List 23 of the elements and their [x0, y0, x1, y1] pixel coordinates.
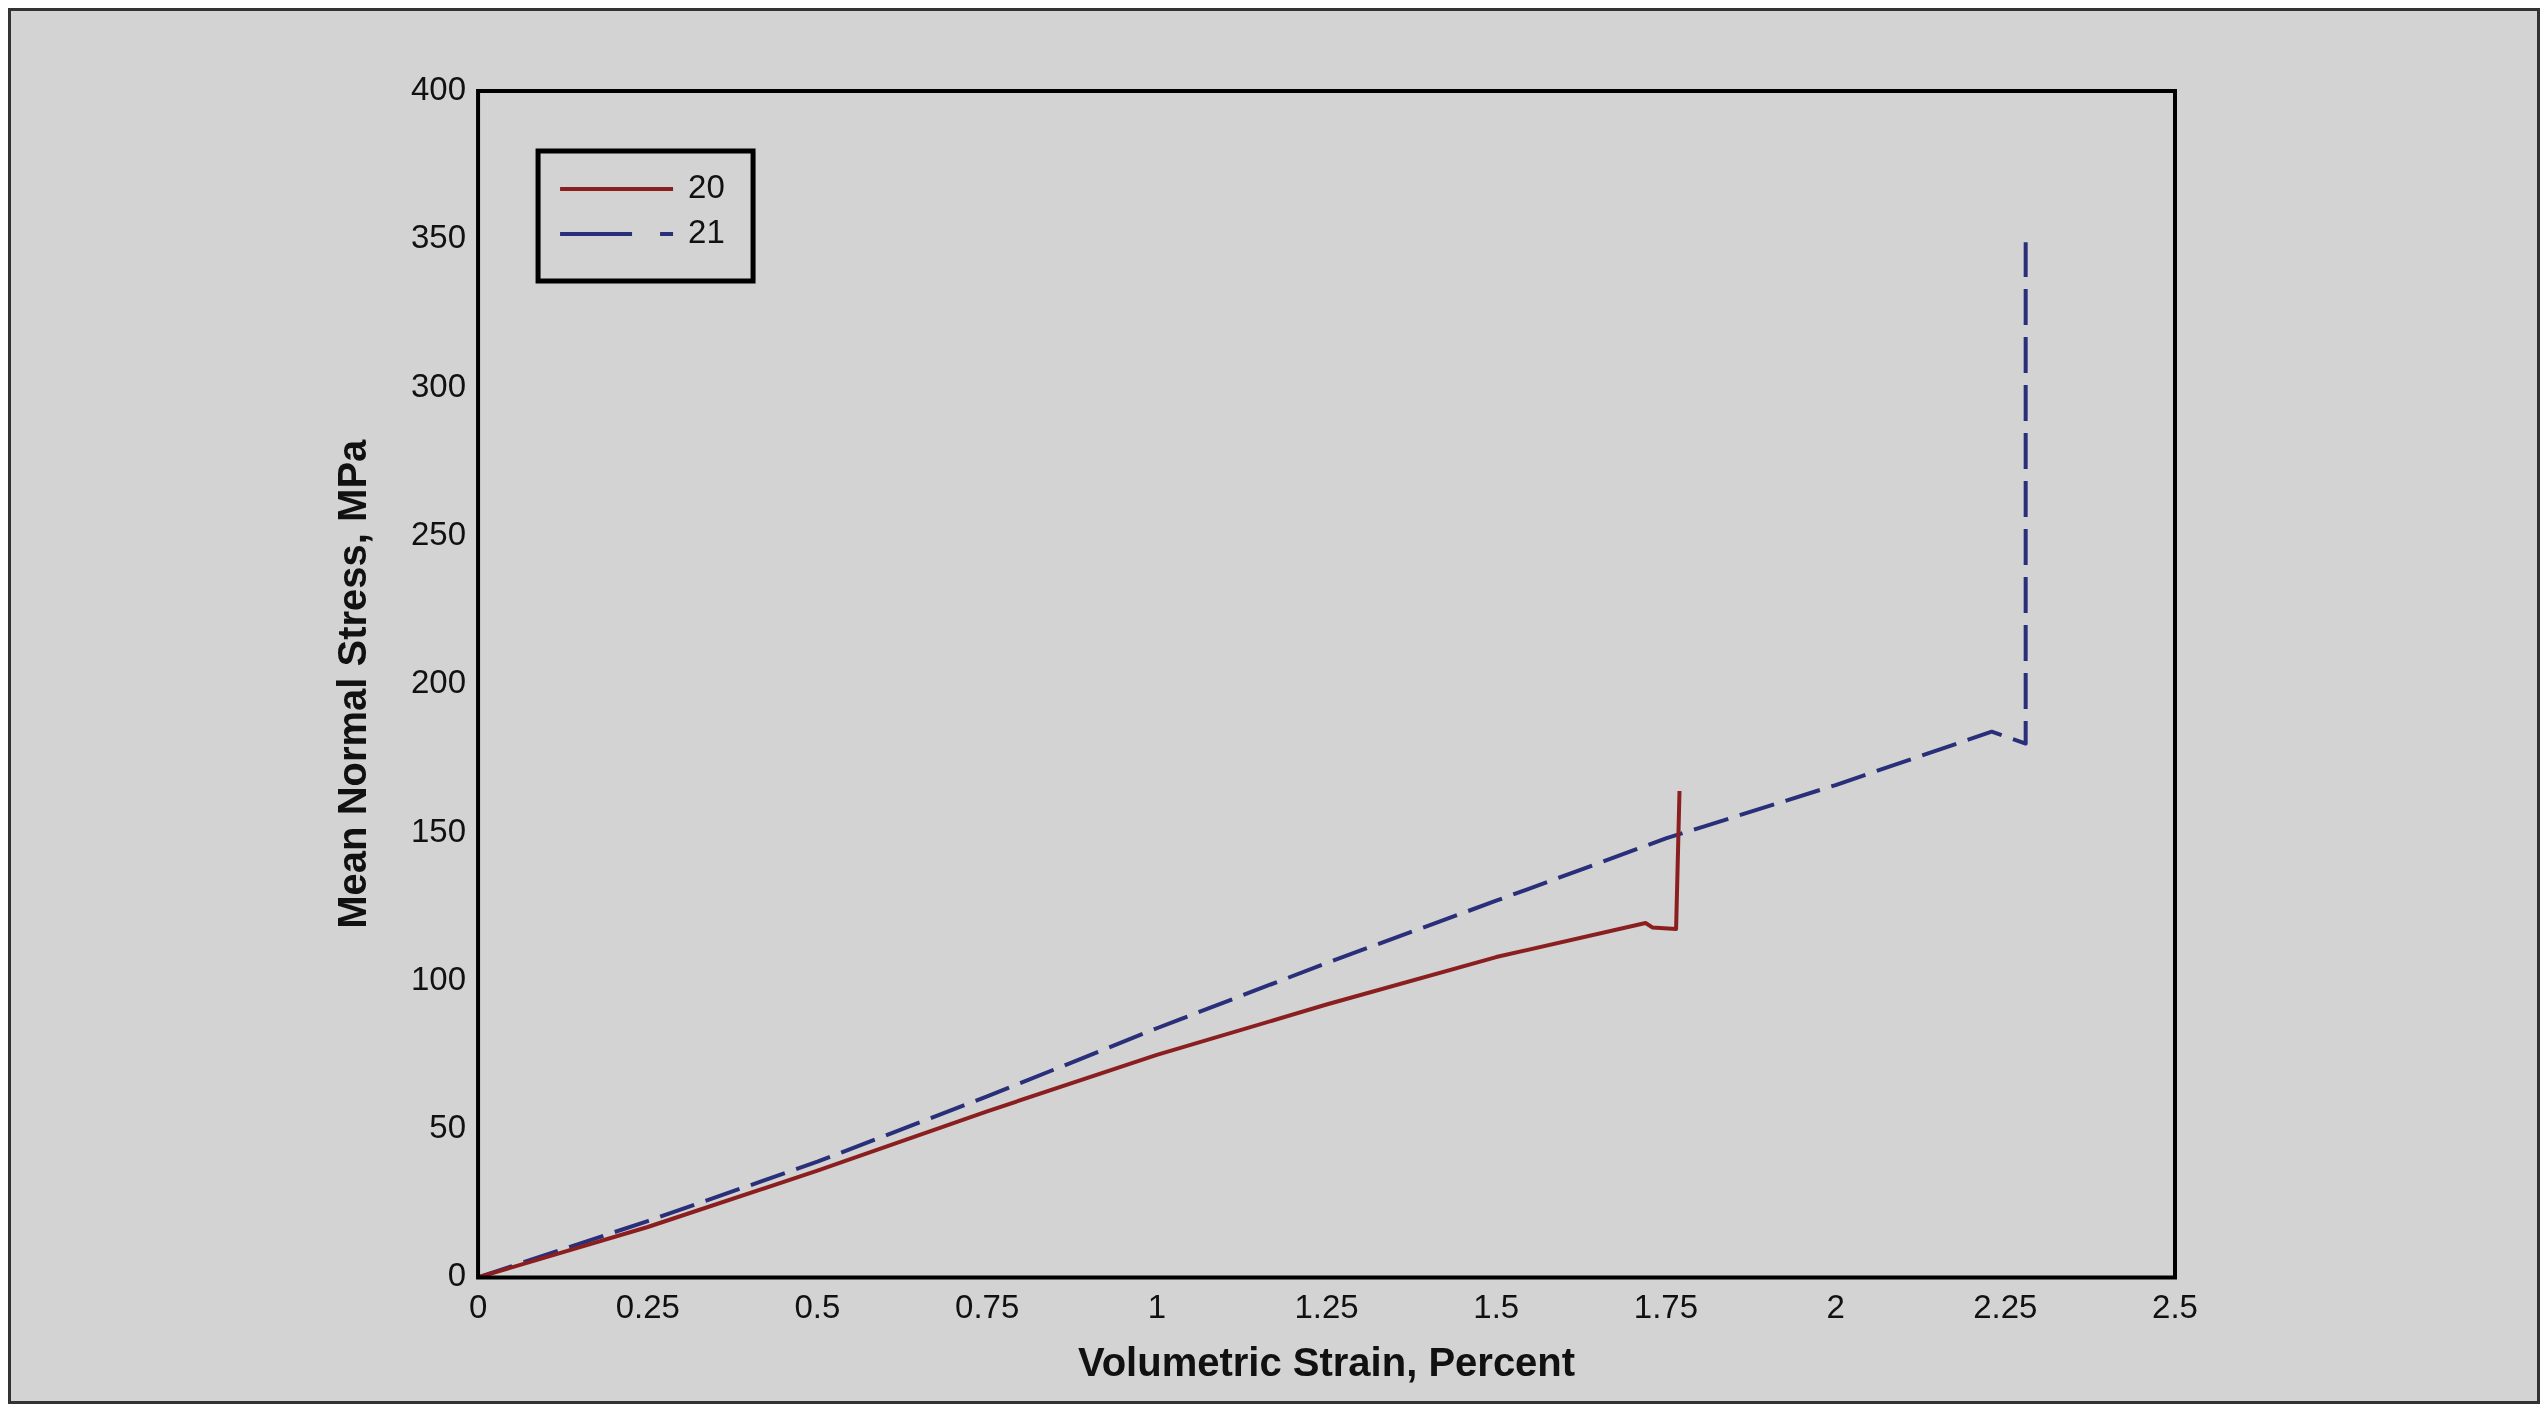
- x-tick-label: 2: [1826, 1288, 1845, 1326]
- y-tick-label: 150: [411, 811, 467, 849]
- x-tick-label: 2.25: [1973, 1288, 2038, 1326]
- x-tick-label: 1.25: [1294, 1288, 1359, 1326]
- x-tick-label: 1.5: [1473, 1288, 1520, 1326]
- x-tick-label: 1.75: [1633, 1288, 1699, 1326]
- y-tick-label: 200: [411, 663, 467, 701]
- x-tick-label: 0.25: [615, 1288, 680, 1326]
- x-tick-label: 2.5: [2152, 1288, 2198, 1326]
- x-tick-label: 0.5: [794, 1288, 841, 1326]
- y-tick-label: 0: [447, 1256, 467, 1294]
- y-tick-label: 50: [429, 1108, 467, 1146]
- y-tick-label: 400: [411, 70, 467, 108]
- y-tick-label: 300: [411, 366, 467, 404]
- legend-label: 21: [688, 213, 725, 251]
- y-tick-label: 250: [411, 514, 467, 552]
- y-tick-label: 100: [411, 959, 467, 997]
- y-axis-title: Mean Normal Stress, MPa: [330, 438, 375, 929]
- legend-label: 20: [688, 168, 725, 206]
- x-tick-label: 0.75: [955, 1288, 1020, 1326]
- y-tick-label: 350: [411, 218, 467, 256]
- x-tick-label: 1: [1147, 1288, 1167, 1326]
- x-axis-title: Volumetric Strain, Percent: [1077, 1340, 1576, 1385]
